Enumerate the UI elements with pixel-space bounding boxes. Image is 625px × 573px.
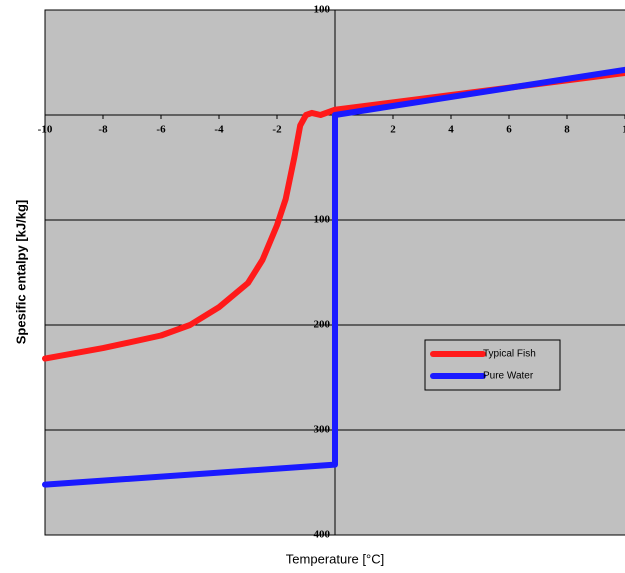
x-tick-label: 2 [390, 124, 396, 136]
y-tick-label: -400 [310, 529, 331, 541]
x-tick-label: -6 [156, 124, 166, 136]
x-tick-label: 8 [564, 124, 570, 136]
x-tick-label: 6 [506, 124, 512, 136]
x-tick-label: -2 [272, 124, 282, 136]
y-tick-label: -100 [310, 214, 331, 226]
x-tick-label: -8 [98, 124, 108, 136]
y-axis-label: Spesific entalpy [kJ/kg] [13, 200, 28, 345]
x-tick-label: 4 [448, 124, 454, 136]
x-tick-label: -10 [38, 124, 53, 136]
y-tick-label: -200 [310, 319, 331, 331]
x-axis-label: Temperature [°C] [286, 551, 384, 566]
x-tick-label: -4 [214, 124, 224, 136]
chart: Temperature [°C] Spesific entalpy [kJ/kg… [0, 0, 625, 573]
legend-label: Typical Fish [483, 349, 536, 360]
y-tick-label: -300 [310, 424, 331, 436]
y-tick-label: 100 [314, 4, 331, 16]
legend-label: Pure Water [483, 371, 534, 382]
legend-box [425, 340, 560, 390]
